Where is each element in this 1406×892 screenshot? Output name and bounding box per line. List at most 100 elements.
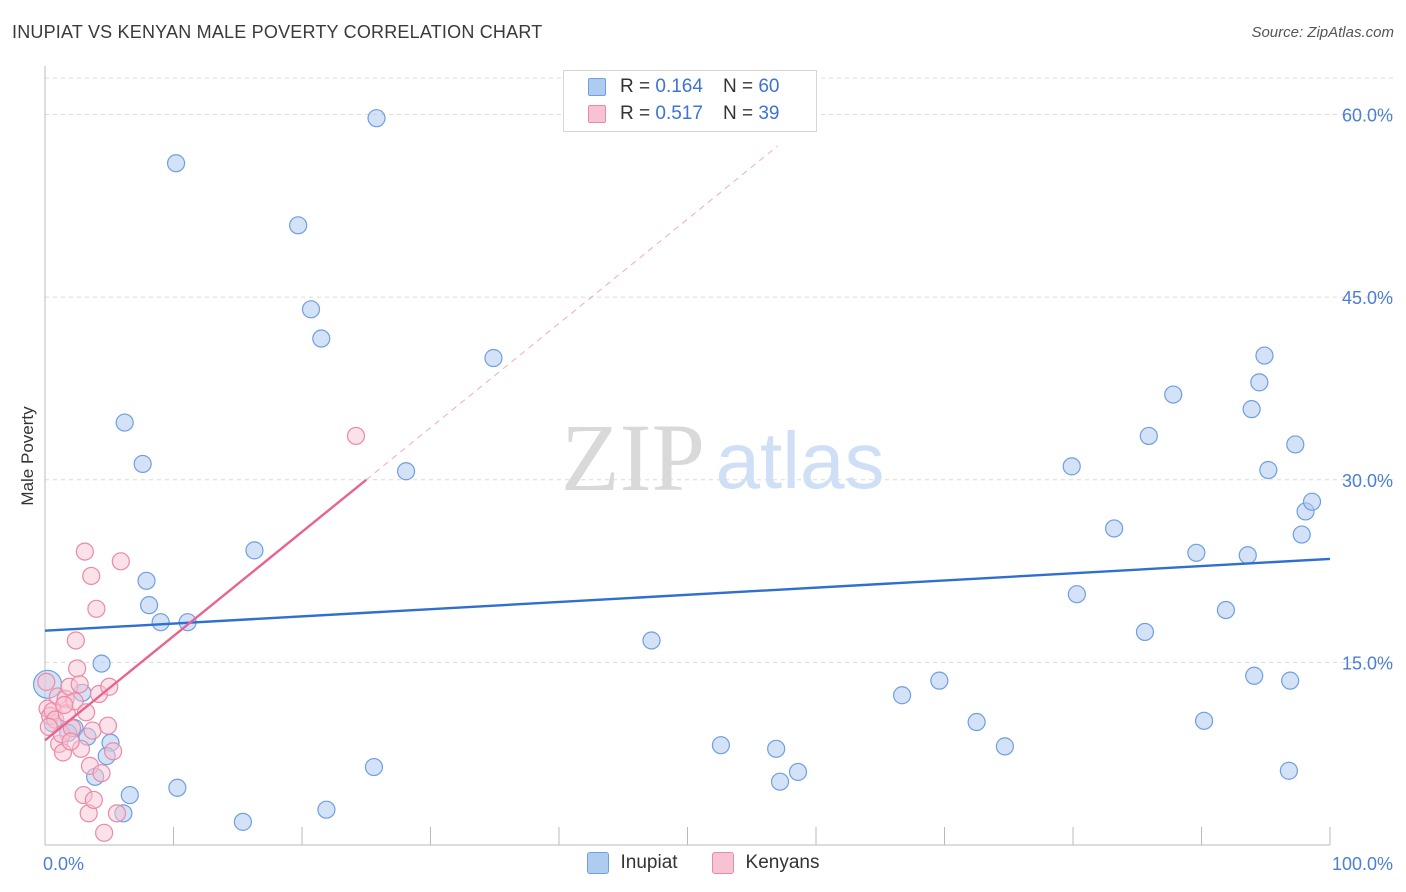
inupiat-point [233, 812, 252, 831]
inupiat-point [1062, 457, 1081, 476]
legend-n-value: 39 [758, 103, 780, 124]
legend-r-label: R = [620, 103, 651, 124]
y-axis-label: Male Poverty [18, 406, 37, 506]
kenyan-point [111, 552, 130, 571]
legend-n-value: 60 [758, 76, 780, 97]
inupiat-point [642, 631, 661, 650]
x-tick-label: 100.0% [1332, 854, 1393, 874]
inupiat-point [1250, 373, 1269, 392]
kenyan-point [98, 716, 118, 735]
kenyan-point [61, 732, 80, 751]
kenyan-trend-line [44, 478, 368, 742]
inupiat-point [767, 739, 786, 758]
kenyan-point [104, 742, 123, 761]
trend-lines [44, 145, 1331, 742]
inupiat-point [770, 772, 790, 791]
inupiat-point [1135, 622, 1155, 642]
axes [44, 66, 1331, 846]
inupiat-point [92, 654, 111, 673]
inupiat-point [151, 613, 170, 632]
kenyan-point [39, 717, 58, 737]
inupiat-point [245, 541, 264, 560]
inupiat-point [484, 348, 503, 368]
kenyan-point [107, 804, 127, 823]
legend-n-label: N = [722, 103, 754, 124]
kenyan-point [84, 790, 103, 810]
inupiat-point [1259, 460, 1278, 480]
inupiat-point [312, 329, 331, 348]
kenyan-point [70, 675, 89, 694]
legend-item-kenyans[interactable]: Kenyans [711, 852, 820, 874]
inupiat-point [1255, 346, 1274, 365]
legend-item-inupiat[interactable]: Inupiat [586, 852, 678, 874]
inupiat-point [168, 778, 187, 797]
kenyan-point [75, 542, 94, 561]
inupiat-point [1281, 671, 1300, 690]
data-points [32, 109, 1322, 842]
legend-row-inupiat: R = 0.164 N = 60 [588, 75, 779, 99]
inupiat-point [788, 762, 808, 782]
kenyan-point [92, 764, 111, 783]
kenyan-point [66, 631, 85, 650]
legend-swatch-inupiat [586, 852, 609, 874]
chart-source: Source: ZipAtlas.com [1251, 24, 1394, 41]
watermark-atlas: atlas [716, 416, 885, 505]
inupiat-point [137, 571, 156, 590]
series-legend: Inupiat Kenyans [0, 852, 1406, 874]
inupiat-point [1187, 543, 1206, 562]
inupiat-point [1105, 519, 1124, 538]
kenyan-point [82, 566, 101, 586]
inupiat-point [1194, 711, 1214, 730]
kenyan-point [68, 659, 87, 678]
inupiat-point [1238, 546, 1257, 565]
inupiat-point [995, 737, 1014, 756]
kenyan-point [77, 703, 96, 722]
y-tick-label: 30.0% [1342, 471, 1393, 491]
inupiat-point [115, 413, 134, 432]
kenyan-point [95, 823, 114, 842]
inupiat-point [1279, 761, 1298, 780]
inupiat-point [289, 216, 308, 235]
inupiat-point [1286, 435, 1305, 454]
legend-swatch-inupiat [588, 78, 606, 96]
kenyan-point [83, 721, 102, 740]
legend-r-value: 0.517 [655, 103, 703, 124]
legend-swatch-kenyans [588, 105, 606, 123]
inupiat-point [317, 800, 336, 819]
inupiat-point [967, 712, 986, 732]
inupiat-point [367, 109, 386, 128]
inupiat-point [396, 462, 416, 481]
watermark-zip: ZIP [561, 404, 705, 511]
inupiat-point [1242, 400, 1261, 419]
inupiat-point [930, 671, 949, 690]
inupiat-point [1139, 426, 1158, 446]
inupiat-trend-line [44, 557, 1331, 632]
kenyan-point [55, 695, 74, 715]
watermark: ZIP atlas [561, 404, 884, 511]
inupiat-point [301, 300, 321, 319]
y-tick-label: 60.0% [1342, 106, 1393, 126]
inupiat-point [1164, 385, 1183, 404]
kenyan-point [87, 599, 106, 618]
legend-r-label: R = [620, 76, 651, 97]
kenyan-trend-extension [365, 145, 778, 481]
x-tick-label: 0.0% [43, 854, 84, 874]
inupiat-point [1292, 525, 1311, 544]
inupiat-point [1067, 585, 1086, 604]
inupiat-point [120, 785, 139, 805]
legend-label-inupiat: Inupiat [620, 852, 678, 873]
legend-label-kenyans: Kenyans [745, 852, 820, 873]
inupiat-point [133, 454, 152, 474]
kenyan-point [37, 672, 56, 691]
legend-r-value: 0.164 [655, 76, 703, 97]
inupiat-point [139, 596, 159, 615]
legend-n-label: N = [722, 76, 754, 97]
inupiat-point [711, 736, 731, 755]
inupiat-point [892, 686, 912, 705]
inupiat-point [1302, 492, 1322, 511]
inupiat-point [1216, 600, 1236, 620]
inupiat-point [1245, 666, 1264, 685]
inupiat-point [166, 154, 186, 173]
y-tick-label: 15.0% [1342, 653, 1393, 673]
